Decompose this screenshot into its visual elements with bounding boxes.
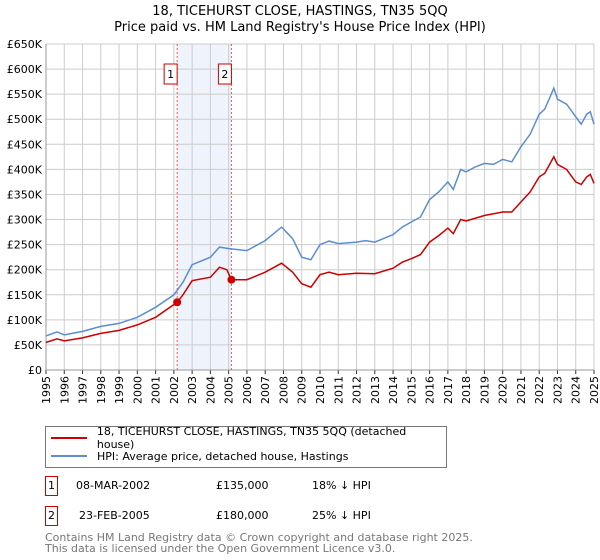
sale-point xyxy=(173,298,182,307)
sale-marker-badge xyxy=(217,63,232,85)
sale-price: £135,000 xyxy=(216,479,269,492)
x-tick-label: 1999 xyxy=(113,376,126,404)
x-tick-label: 1997 xyxy=(77,376,90,404)
y-tick-label: £600K xyxy=(7,63,43,76)
y-tick-label: £550K xyxy=(7,88,43,101)
y-tick-label: £50K xyxy=(14,339,43,352)
footer-attribution: Contains HM Land Registry data © Crown c… xyxy=(45,532,473,554)
sale-marker-badge xyxy=(163,63,178,85)
x-tick-label: 2018 xyxy=(460,376,473,404)
x-tick-label: 2002 xyxy=(168,376,181,404)
x-tick-label: 2003 xyxy=(186,376,199,404)
x-tick-label: 2001 xyxy=(150,376,163,404)
x-tick-label: 2008 xyxy=(277,376,290,404)
x-tick-label: 2021 xyxy=(515,376,528,404)
x-tick-label: 1995 xyxy=(40,376,53,404)
x-tick-label: 2022 xyxy=(533,376,546,404)
chart-subtitle: Price paid vs. HM Land Registry's House … xyxy=(114,20,486,35)
footer-line-1: Contains HM Land Registry data © Crown c… xyxy=(45,531,473,544)
footer-line-2: This data is licensed under the Open Gov… xyxy=(45,542,396,555)
legend-swatch-blue xyxy=(51,455,87,457)
sale-row: 2 23-FEB-2005 £180,000 25% ↓ HPI xyxy=(45,506,600,526)
sale-hpi-diff: 18% ↓ HPI xyxy=(312,479,371,492)
legend-item-hpi: HPI: Average price, detached house, Hast… xyxy=(46,448,348,464)
y-tick-label: £350K xyxy=(7,188,43,201)
sale-date: 23-FEB-2005 xyxy=(79,509,150,522)
legend-label-hpi: HPI: Average price, detached house, Hast… xyxy=(97,449,349,463)
x-tick-label: 1998 xyxy=(95,376,108,404)
sale-period-shading xyxy=(177,44,232,370)
x-tick-label: 2013 xyxy=(369,376,382,404)
x-tick-label: 2000 xyxy=(131,376,144,404)
y-tick-label: £0 xyxy=(28,364,42,377)
sale-number-badge: 1 xyxy=(45,476,58,496)
sale-date: 08-MAR-2002 xyxy=(76,479,151,492)
legend-item-property: 18, TICEHURST CLOSE, HASTINGS, TN35 5QQ … xyxy=(46,425,446,451)
y-tick-label: £500K xyxy=(7,113,43,126)
y-tick-label: £250K xyxy=(7,239,43,252)
x-tick-label: 2012 xyxy=(351,376,364,404)
legend: 18, TICEHURST CLOSE, HASTINGS, TN35 5QQ … xyxy=(45,425,447,468)
sale-row: 1 08-MAR-2002 £135,000 18% ↓ HPI xyxy=(45,476,600,496)
x-tick-label: 2024 xyxy=(570,376,583,404)
x-tick-label: 2005 xyxy=(223,376,236,404)
chart-title: 18, TICEHURST CLOSE, HASTINGS, TN35 5QQ xyxy=(152,4,448,19)
x-tick-label: 2017 xyxy=(442,376,455,404)
x-tick-label: 2016 xyxy=(424,376,437,404)
x-tick-label: 2006 xyxy=(241,376,254,404)
x-tick-label: 1996 xyxy=(58,376,71,404)
sale-number-badge: 2 xyxy=(45,506,58,526)
y-tick-label: £450K xyxy=(7,138,43,151)
sale-point xyxy=(227,275,236,284)
x-tick-label: 2004 xyxy=(204,376,217,404)
x-tick-label: 2014 xyxy=(387,376,400,404)
x-tick-label: 2015 xyxy=(405,376,418,404)
x-tick-label: 2023 xyxy=(551,376,564,404)
y-tick-label: £650K xyxy=(7,38,43,51)
x-tick-label: 2010 xyxy=(314,376,327,404)
legend-swatch-red xyxy=(51,437,87,439)
sale-marker-label: 2 xyxy=(221,68,228,81)
price-chart: 1995 1996 1997 1998 1999 2000 2001 2002 2003 2004… xyxy=(7,38,600,404)
x-tick-label: 2025 xyxy=(588,376,600,404)
y-tick-label: £200K xyxy=(7,264,43,277)
hpi-series-line xyxy=(45,85,595,337)
x-tick-label: 2007 xyxy=(259,376,272,404)
x-tick-label: 2020 xyxy=(497,376,510,404)
sale-price: £180,000 xyxy=(216,509,269,522)
sale-hpi-diff: 25% ↓ HPI xyxy=(312,509,371,522)
y-tick-label: £100K xyxy=(7,314,43,327)
y-tick-label: £300K xyxy=(7,214,43,227)
y-tick-label: £400K xyxy=(7,163,43,176)
x-tick-label: 2019 xyxy=(478,376,491,404)
y-tick-label: £150K xyxy=(7,289,43,302)
x-tick-label: 2011 xyxy=(332,376,345,404)
x-tick-label: 2009 xyxy=(296,376,309,404)
sale-marker-label: 1 xyxy=(167,68,174,81)
legend-label-property: 18, TICEHURST CLOSE, HASTINGS, TN35 5QQ … xyxy=(96,425,407,451)
